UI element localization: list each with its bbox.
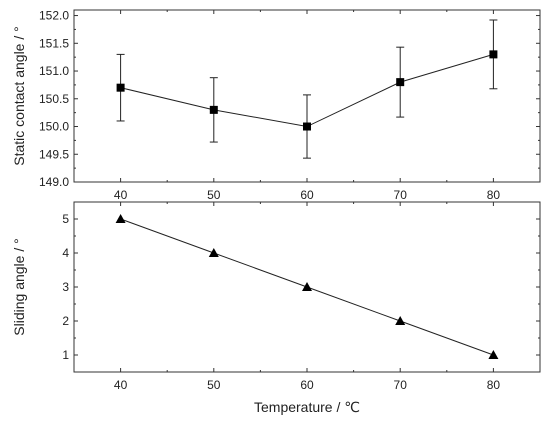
- y-tick-label: 150.5: [39, 92, 69, 106]
- x-tick-label: 60: [300, 378, 314, 392]
- x-tick-label: 50: [207, 188, 221, 202]
- y-tick-label: 149.5: [39, 147, 69, 161]
- data-point-triangle: [115, 214, 126, 223]
- y-tick-label: 2: [62, 314, 69, 328]
- y-tick-label: 3: [62, 280, 69, 294]
- y-tick-label: 150.0: [39, 120, 69, 134]
- x-tick-label: 70: [394, 378, 408, 392]
- x-tick-label: 40: [114, 188, 128, 202]
- data-point-square: [116, 83, 125, 92]
- x-tick-label: 50: [207, 378, 221, 392]
- y-axis-title: Static contact angle / °: [11, 26, 27, 165]
- data-point-square: [396, 78, 405, 87]
- data-point-triangle: [488, 350, 499, 359]
- data-point-triangle: [302, 282, 312, 291]
- data-point-square: [209, 105, 218, 114]
- x-axis-title: Temperature / ℃: [254, 399, 360, 415]
- y-tick-label: 5: [62, 212, 69, 226]
- x-tick-label: 40: [114, 378, 128, 392]
- y-tick-label: 1: [62, 348, 69, 362]
- y-tick-label: 152.0: [39, 9, 69, 23]
- data-point-square: [489, 50, 498, 59]
- data-point-triangle: [395, 316, 406, 325]
- x-tick-label: 80: [487, 378, 501, 392]
- y-axis-title: Sliding angle / °: [11, 238, 27, 335]
- data-point-triangle: [208, 248, 219, 257]
- y-tick-label: 151.5: [39, 36, 69, 50]
- x-tick-label: 60: [300, 188, 314, 202]
- x-tick-label: 70: [394, 188, 408, 202]
- y-tick-label: 149.0: [39, 175, 69, 189]
- contact-angle-panel: 149.0 149.5 150.0 150.5 151.0 151.5 152.0 40 50 6…: [11, 9, 541, 202]
- x-tick-label: 80: [487, 188, 501, 202]
- y-tick-label: 151.0: [39, 64, 69, 78]
- data-point-square: [303, 122, 311, 131]
- sliding-angle-panel: 1 2 3 4 5 40 50 60 70 80 Sliding angle / ° Temperat…: [11, 201, 541, 415]
- y-tick-label: 4: [62, 246, 69, 260]
